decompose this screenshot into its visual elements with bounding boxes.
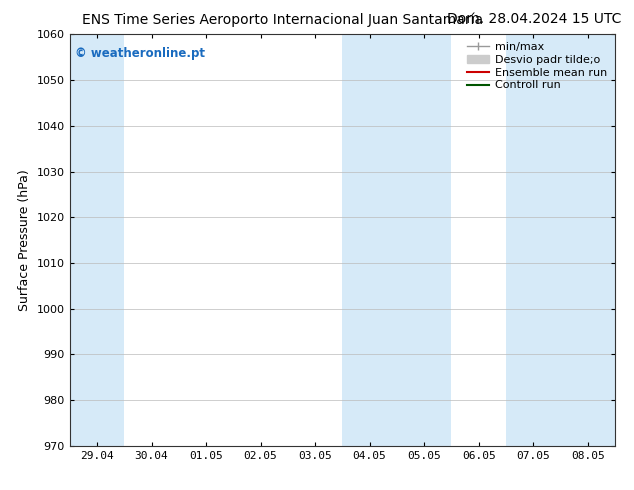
Bar [560,34,615,446]
Text: © weatheronline.pt: © weatheronline.pt [75,47,205,60]
Bar [506,34,560,446]
Bar [70,34,124,446]
Bar [342,34,397,446]
Text: Dom. 28.04.2024 15 UTC: Dom. 28.04.2024 15 UTC [447,12,621,26]
Legend: min/max, Desvio padr tilde;o, Ensemble mean run, Controll run: min/max, Desvio padr tilde;o, Ensemble m… [463,38,612,95]
Y-axis label: Surface Pressure (hPa): Surface Pressure (hPa) [18,169,31,311]
Text: ENS Time Series Aeroporto Internacional Juan Santamaría: ENS Time Series Aeroporto Internacional … [82,12,484,27]
Bar [397,34,451,446]
